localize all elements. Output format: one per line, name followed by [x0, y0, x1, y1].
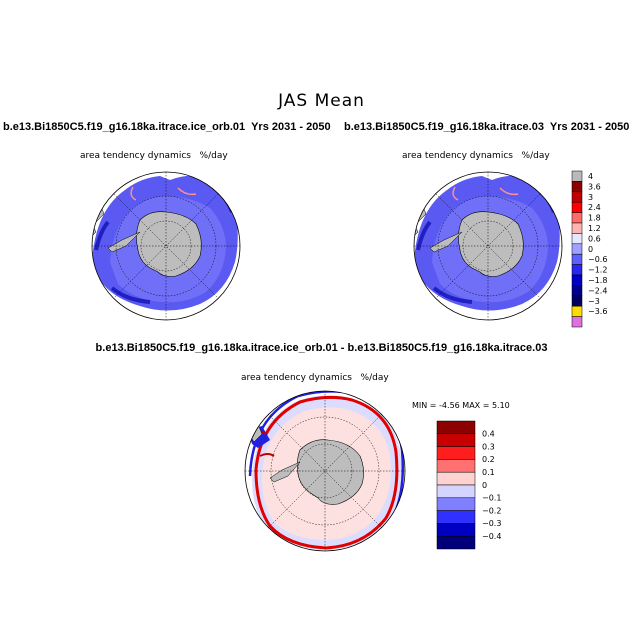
diff-colorbar-label: 0.2 [482, 455, 495, 464]
diff-colorbar-label: 0.1 [482, 468, 495, 477]
left-case-name: b.e13.Bi1850C5.f19_g16.18ka.itrace.ice_o… [3, 121, 246, 133]
diff-colorbar-swatch [436, 446, 476, 460]
diff-panel-title: b.e13.Bi1850C5.f19_g16.18ka.itrace.ice_o… [95, 342, 548, 354]
top-colorbar-label: 3 [588, 193, 593, 202]
left-years: Yrs 2031 - 2050 [251, 121, 331, 133]
min-value: -4.56 [439, 401, 460, 410]
right-years: Yrs 2031 - 2050 [549, 121, 630, 133]
diff-colorbar: 0.4 0.3 0.2 0.1 0 −0.1 −0.2 −0.3 −0.4 [436, 420, 501, 550]
diff-map-border [244, 390, 406, 552]
left-polar-map [91, 171, 241, 321]
top-colorbar-label: 0 [588, 245, 593, 254]
top-colorbar-swatch [571, 253, 583, 265]
top-colorbar-swatch [571, 233, 583, 245]
top-colorbar-label: 1.2 [588, 224, 601, 233]
top-colorbar-swatch [571, 305, 583, 317]
top-colorbar-label: −3.6 [588, 307, 607, 316]
top-colorbar-label: −3 [588, 297, 600, 306]
left-map-border [91, 171, 241, 321]
left-positive-patches [130, 186, 197, 201]
diff-polar-map [244, 390, 406, 552]
top-colorbar-swatch [571, 285, 583, 297]
top-colorbar-swatch [571, 222, 583, 234]
left-panel-title: b.e13.Bi1850C5.f19_g16.18ka.itrace.ice_o… [3, 121, 331, 133]
figure-title: JAS Mean [278, 91, 365, 111]
diff-colorbar-label: 0 [482, 481, 487, 490]
diff-variable: area tendency dynamics [241, 373, 352, 383]
diff-subtitle: area tendency dynamics %/day [241, 373, 389, 383]
top-colorbar-swatch [571, 191, 583, 203]
diff-colorbar-label: −0.4 [482, 532, 501, 541]
top-colorbar-swatch [571, 243, 583, 255]
right-subtitle: area tendency dynamics %/day [402, 151, 550, 161]
right-units: %/day [521, 151, 550, 161]
diff-colorbar-label: −0.2 [482, 506, 501, 515]
diff-colorbar-label: 0.4 [482, 430, 495, 439]
top-colorbar-swatch [571, 212, 583, 224]
diff-units: %/day [360, 373, 389, 383]
diff-colorbar-label: 0.3 [482, 442, 495, 451]
top-colorbar-label: 3.6 [588, 182, 601, 191]
right-graticule [414, 172, 562, 320]
diff-colorbar-swatch [436, 510, 476, 524]
top-colorbar-swatch [571, 274, 583, 286]
top-colorbar: 43.6 32.4 1.81.20.6 0−0.6 −1.2−1.8−2.4 −3−3.6 [571, 170, 607, 328]
diff-colorbar-swatch [436, 420, 476, 435]
left-subtitle: area tendency dynamics %/day [80, 151, 228, 161]
max-label: MAX = [462, 401, 490, 410]
top-colorbar-label: −1.8 [588, 276, 607, 285]
diff-colorbar-swatch [436, 471, 476, 486]
top-colorbar-label: 0.6 [588, 234, 601, 243]
diff-colorbar-swatch [436, 535, 476, 550]
diff-colorbar-swatch [436, 433, 476, 447]
left-variable: area tendency dynamics [80, 151, 191, 161]
top-colorbar-label: −1.2 [588, 266, 607, 275]
top-colorbar-label: 4 [588, 172, 593, 181]
top-colorbar-swatch [571, 170, 583, 182]
top-colorbar-swatch [571, 201, 583, 213]
top-colorbar-label: −2.4 [588, 286, 607, 295]
diff-colorbar-label: −0.1 [482, 494, 501, 503]
top-colorbar-label: 1.8 [588, 214, 601, 223]
diff-colorbar-swatch [436, 484, 476, 499]
diff-colorbar-swatch [436, 497, 476, 511]
max-value: 5.10 [491, 401, 510, 410]
diff-colorbar-swatch [436, 459, 476, 473]
top-colorbar-swatch [571, 181, 583, 193]
diff-colorbar-swatch [436, 523, 476, 537]
right-case-name: b.e13.Bi1850C5.f19_g16.18ka.itrace.03 [344, 121, 544, 133]
diff-colorbar-label: −0.3 [482, 519, 501, 528]
right-panel-title: b.e13.Bi1850C5.f19_g16.18ka.itrace.03 Yr… [344, 121, 629, 133]
diff-minmax: MIN = -4.56 MAX = 5.10 [412, 401, 510, 410]
right-variable: area tendency dynamics [402, 151, 513, 161]
top-colorbar-label: 2.4 [588, 203, 601, 212]
left-units: %/day [199, 151, 228, 161]
left-graticule [92, 172, 240, 320]
min-label: MIN = [412, 401, 437, 410]
left-antarctic-peninsula [107, 231, 141, 253]
top-colorbar-label: −0.6 [588, 255, 607, 264]
right-positive-patches [452, 186, 519, 201]
top-colorbar-swatch [571, 264, 583, 276]
top-colorbar-swatch [571, 316, 583, 328]
right-map-border [413, 171, 563, 321]
diff-positive-ring [254, 395, 399, 550]
right-antarctic-peninsula [429, 231, 463, 253]
right-polar-map [413, 171, 563, 321]
top-colorbar-swatch [571, 295, 583, 307]
diff-graticule [245, 391, 405, 551]
